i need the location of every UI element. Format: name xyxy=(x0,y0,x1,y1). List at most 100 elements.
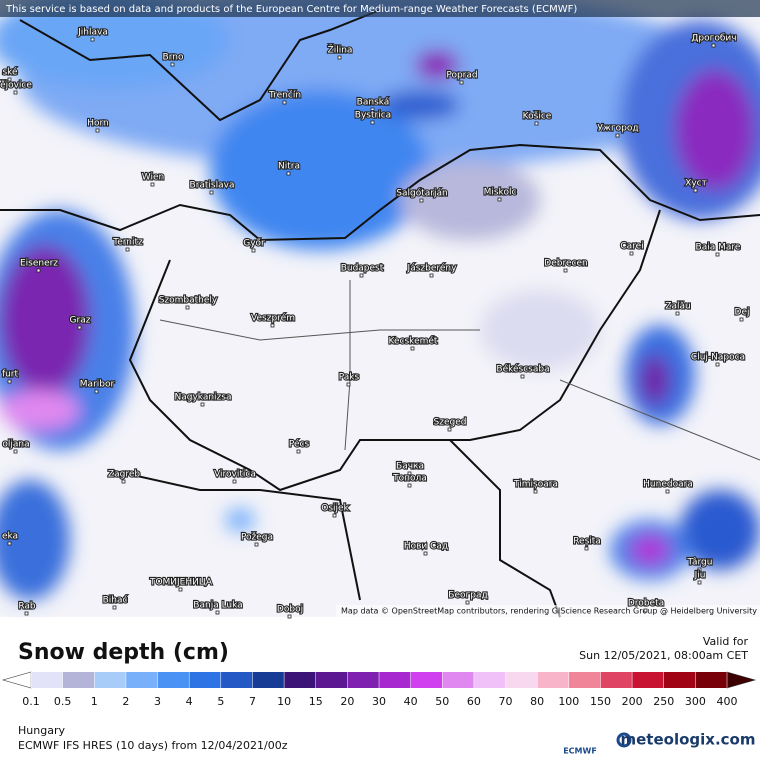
city-marker xyxy=(584,546,589,551)
colorbar-label: 300 xyxy=(685,695,706,708)
city-label: Cluj-Napoca xyxy=(691,353,745,363)
city-label: Debrecen xyxy=(544,259,587,269)
city-label: Pécs xyxy=(289,439,310,450)
city-marker xyxy=(121,479,126,484)
city-label: Brno xyxy=(163,53,184,63)
brand-icon xyxy=(616,732,632,748)
city-marker xyxy=(520,374,525,379)
city-marker xyxy=(337,55,342,60)
city-label: Nitra xyxy=(278,162,300,172)
city-label: oljana xyxy=(2,440,29,450)
colorbar-segment xyxy=(505,672,538,688)
city-marker xyxy=(24,611,29,616)
colorbar-label: 7 xyxy=(249,695,256,708)
city-label: ské xyxy=(2,67,18,78)
colorbar-segment xyxy=(125,672,159,688)
city-marker xyxy=(534,121,539,126)
city-marker xyxy=(533,489,538,494)
colorbar-label: 2 xyxy=(122,695,129,708)
city-marker xyxy=(150,182,155,187)
valid-time: Sun 12/05/2021, 08:00am CET xyxy=(579,649,748,662)
city-label: Salgótarján xyxy=(396,188,447,199)
colorbar-segment xyxy=(663,672,696,688)
model: ECMWF IFS HRES (10 days) from 12/04/2021… xyxy=(18,739,288,752)
city-label: Doboj xyxy=(277,605,303,615)
colorbar-label: 15 xyxy=(309,695,323,708)
city-marker xyxy=(7,77,12,82)
city-label: Békéscsaba xyxy=(496,364,549,375)
city-label: Hunedoara xyxy=(643,480,693,490)
city-marker xyxy=(251,248,256,253)
valid-label: Valid for xyxy=(703,635,749,648)
city-marker xyxy=(112,605,117,610)
city-marker xyxy=(178,587,183,592)
city-marker xyxy=(332,513,337,518)
brand: meteologix.com xyxy=(621,731,756,749)
city-marker xyxy=(13,90,18,95)
city-label: Graz xyxy=(70,316,91,326)
city-label: Београд xyxy=(448,591,487,601)
city-label: Nagykanizsa xyxy=(175,393,232,403)
city-marker xyxy=(185,305,190,310)
colorbar-label: 0.5 xyxy=(54,695,72,708)
city-marker xyxy=(419,198,424,203)
city-label: Rab xyxy=(18,602,36,612)
city-label: Zagreb xyxy=(108,470,140,480)
city-marker xyxy=(739,317,744,322)
city-marker xyxy=(77,325,82,330)
colorbar-segment xyxy=(379,672,412,688)
city-label: Budapest xyxy=(341,264,384,274)
colorbar-segment xyxy=(189,672,222,688)
colorbar-label: 40 xyxy=(404,695,418,708)
city-label: Szeged xyxy=(434,418,467,428)
colorbar-segment xyxy=(252,672,285,688)
city-label: Timișoara xyxy=(513,480,558,490)
city-label: Carei xyxy=(620,242,643,252)
colorbar-segment xyxy=(220,672,253,688)
colorbar-label: 400 xyxy=(717,695,738,708)
colorbar-segment xyxy=(600,672,633,688)
colorbar-segment xyxy=(473,672,507,688)
ecmwf-logo: ECMWF xyxy=(563,747,597,756)
city-marker xyxy=(90,37,95,42)
city-marker xyxy=(36,268,41,273)
city-marker xyxy=(370,107,375,112)
colorbar-segment xyxy=(62,672,95,688)
city-label: Bratislava xyxy=(190,181,235,191)
colorbar-segment xyxy=(537,672,570,688)
city-label: Maribor xyxy=(80,380,115,390)
city-label: Žilina xyxy=(328,44,353,56)
city-label: eka xyxy=(2,532,18,542)
colorbar-over xyxy=(726,671,757,689)
city-marker xyxy=(563,268,568,273)
city-label: Нови Сад xyxy=(404,542,448,552)
city-marker xyxy=(459,80,464,85)
city-marker xyxy=(209,190,214,195)
city-marker xyxy=(170,62,175,67)
city-label: ějovice xyxy=(0,81,32,91)
city-label: Ужгород xyxy=(597,124,638,134)
city-marker xyxy=(410,346,415,351)
colorbar-label: 1 xyxy=(91,695,98,708)
colorbar-label: 10 xyxy=(277,695,291,708)
city-marker xyxy=(697,580,702,585)
city-label: Szombathely xyxy=(159,296,218,306)
city-marker xyxy=(465,600,470,605)
city-label: Osijek xyxy=(321,504,349,514)
city-marker xyxy=(407,471,412,476)
city-marker xyxy=(94,389,99,394)
colorbar-segment xyxy=(632,672,665,688)
legend: Snow depth (cm) Valid for Sun 12/05/2021… xyxy=(1,635,757,708)
city-marker xyxy=(675,311,680,316)
city-label: Horn xyxy=(87,119,109,129)
colorbar-label: 200 xyxy=(622,695,643,708)
city-marker xyxy=(697,567,702,572)
colorbar-label: 3 xyxy=(154,695,161,708)
city-marker xyxy=(200,402,205,407)
colorbar-label: 30 xyxy=(372,695,386,708)
colorbar-segment xyxy=(94,672,127,688)
city-label: Miskolc xyxy=(484,188,517,198)
city-label: Zalău xyxy=(665,302,690,312)
notice: This service is based on data and produc… xyxy=(5,4,577,15)
city-marker xyxy=(296,449,301,454)
